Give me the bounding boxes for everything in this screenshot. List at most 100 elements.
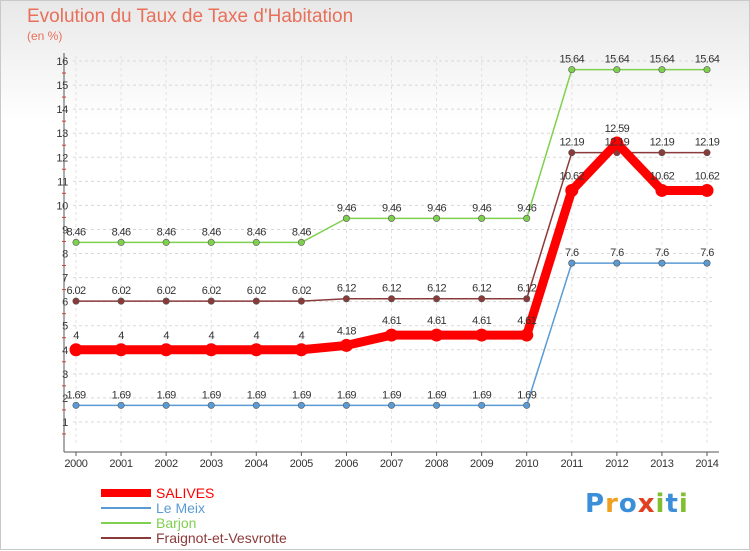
data-labels: 6.02 6.02 6.02 6.02 6.02 6.02 6.12 6.12 6.12 6.12… <box>66 137 720 297</box>
data-point <box>294 343 308 357</box>
data-label: 4.61 <box>427 315 446 327</box>
data-label: 10.62 <box>650 170 675 182</box>
data-point <box>700 183 714 197</box>
data-label: 12.59 <box>605 123 630 135</box>
data-label: 6.02 <box>66 285 85 297</box>
data-point <box>433 401 441 409</box>
data-point <box>658 259 666 267</box>
data-label: 12.19 <box>650 137 675 149</box>
data-label: 1.69 <box>337 389 356 401</box>
data-point <box>703 259 711 267</box>
x-tick-label: 2011 <box>561 458 584 470</box>
logo-letter: o <box>618 489 638 519</box>
y-tick-label: 14 <box>56 104 68 116</box>
data-label: 6.02 <box>247 285 266 297</box>
data-label: 15.64 <box>560 54 585 66</box>
data-labels: 4 4 4 4 4 4 4.18 4.61 4.61 4.61 4.61 10.62 12.59 10.6… <box>73 123 720 342</box>
data-label: 6.02 <box>157 285 176 297</box>
data-label: 6.02 <box>112 285 131 297</box>
y-tick-label: 3 <box>62 369 68 381</box>
series-barjon <box>72 66 711 246</box>
logo-letter: t <box>665 489 679 519</box>
data-point <box>433 295 441 303</box>
data-label: 15.64 <box>605 54 630 66</box>
logo-letter: x <box>637 489 656 519</box>
data-label: 4.61 <box>517 315 536 327</box>
y-tick-label: 7 <box>62 273 68 285</box>
series-fraignot-et-vesvrotte <box>72 149 711 305</box>
data-point <box>703 149 711 157</box>
data-point <box>565 183 579 197</box>
data-point <box>523 295 531 303</box>
data-point <box>207 297 215 305</box>
data-point <box>207 238 215 246</box>
data-point <box>658 149 666 157</box>
legend-label: Barjon <box>156 515 196 531</box>
data-label: 9.46 <box>517 202 536 214</box>
data-label: 10.62 <box>560 170 585 182</box>
chart-title: Evolution du Taux de Taxe d'Habitation <box>27 6 354 27</box>
series-le-meix <box>72 259 711 409</box>
x-tick-label: 2014 <box>695 458 718 470</box>
data-point <box>610 136 624 150</box>
data-label: 8.46 <box>66 226 85 238</box>
data-point <box>252 401 260 409</box>
data-label: 4 <box>118 330 124 342</box>
data-point <box>387 214 395 222</box>
y-tick-label: 4 <box>62 345 68 357</box>
data-point <box>297 238 305 246</box>
data-point <box>568 66 576 74</box>
data-point <box>342 295 350 303</box>
data-label: 9.46 <box>382 202 401 214</box>
data-label: 4 <box>299 330 305 342</box>
data-label: 4 <box>73 330 79 342</box>
data-label: 4 <box>163 330 169 342</box>
data-point <box>249 343 263 357</box>
data-point <box>159 343 173 357</box>
data-point <box>523 401 531 409</box>
data-point <box>613 259 621 267</box>
data-point <box>658 66 666 74</box>
data-point <box>568 149 576 157</box>
y-tick-label: 8 <box>62 249 68 261</box>
x-tick-label: 2009 <box>470 458 493 470</box>
data-label: 12.19 <box>560 137 585 149</box>
y-tick-label: 5 <box>62 321 68 333</box>
logo-letter: P <box>585 489 606 519</box>
data-label: 6.02 <box>202 285 221 297</box>
y-tick-label: 9 <box>62 224 68 236</box>
proxiti-logo: Proxiti <box>585 489 689 519</box>
data-label: 9.46 <box>472 202 491 214</box>
data-label: 9.46 <box>427 202 446 214</box>
x-tick-label: 2001 <box>109 458 132 470</box>
y-tick-label: 12 <box>56 152 68 164</box>
data-point <box>69 343 83 357</box>
data-label: 4 <box>208 330 214 342</box>
data-point <box>72 297 80 305</box>
data-labels: 8.46 8.46 8.46 8.46 8.46 8.46 9.46 9.46 9.46 9.46… <box>66 54 720 239</box>
data-point <box>613 66 621 74</box>
data-label: 4.61 <box>382 315 401 327</box>
data-point <box>207 401 215 409</box>
data-label: 15.64 <box>650 54 675 66</box>
data-label: 1.69 <box>427 389 446 401</box>
data-point <box>72 238 80 246</box>
data-point <box>520 328 534 342</box>
data-point <box>430 328 444 342</box>
data-label: 12.19 <box>605 137 630 149</box>
data-label: 4.18 <box>337 325 356 337</box>
y-tick-label: 11 <box>57 176 68 188</box>
data-point <box>703 66 711 74</box>
data-label: 8.46 <box>292 226 311 238</box>
data-label: 7.6 <box>700 247 714 259</box>
y-tick-label: 16 <box>56 56 68 68</box>
data-point <box>297 297 305 305</box>
data-point <box>252 297 260 305</box>
x-tick-label: 2005 <box>290 458 313 470</box>
data-label: 15.64 <box>695 54 720 66</box>
data-label: 4 <box>254 330 260 342</box>
data-point <box>475 328 489 342</box>
